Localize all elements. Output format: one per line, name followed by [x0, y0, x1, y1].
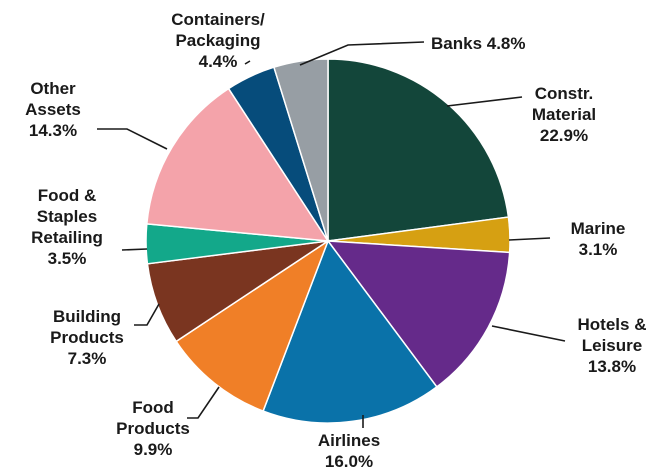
leader-line-hotels-leisure [491, 325, 566, 342]
slice-label-food-products: Food Products 9.9% [116, 398, 190, 459]
pie-slice-hotels-leisure [326, 240, 511, 388]
slice-label-food-staples-retailing: Food & Staples Retailing 3.5% [31, 186, 103, 268]
leader-line-building-products [134, 303, 160, 326]
slice-label-line: Airlines [318, 431, 380, 450]
slice-label-banks: Banks 4.8% [431, 34, 526, 53]
slice-label-containers-packaging: Containers/Packaging 4.4% [171, 10, 265, 71]
slice-label-line: Constr. [535, 84, 594, 103]
leader-line-constr-material [446, 96, 523, 107]
slice-label-line: 14.3% [29, 121, 77, 140]
leader-line-marine [508, 237, 551, 241]
slice-label-line: Marine [571, 219, 626, 238]
slice-label-constr-material: Constr. Material 22.9% [532, 84, 596, 145]
slice-label-line: Banks 4.8% [431, 34, 526, 53]
slice-label-line: 16.0% [325, 452, 373, 471]
slice-label-line: 22.9% [540, 126, 588, 145]
pie-slice-food-products [175, 239, 330, 413]
slice-label-other-assets: Other Assets 14.3% [25, 79, 81, 140]
slice-label-line: Staples [37, 207, 97, 226]
slice-label-line: Containers/ [171, 10, 265, 29]
pie-slices [145, 58, 511, 424]
slice-label-line: Products [116, 419, 190, 438]
slice-label-line: Assets [25, 100, 81, 119]
slice-label-line: Packaging [175, 31, 260, 50]
leader-line-food-products [187, 386, 220, 419]
slice-label-line: Retailing [31, 228, 103, 247]
leader-line-other-assets [97, 128, 168, 150]
slice-label-line: Food & [38, 186, 97, 205]
slice-label-line: Other [30, 79, 76, 98]
pie-slice-airlines [262, 239, 438, 424]
slice-label-line: 13.8% [588, 357, 636, 376]
slice-label-line: 3.1% [579, 240, 618, 259]
slice-label-line: 7.3% [68, 349, 107, 368]
slice-label-line: Hotels & [578, 315, 647, 334]
leader-line-containers-packaging [244, 60, 251, 65]
slice-label-line: Products [50, 328, 124, 347]
slice-label-line: Building [53, 307, 121, 326]
pie-slice-other-assets [145, 87, 330, 242]
slice-label-marine: Marine 3.1% [571, 219, 626, 259]
slice-label-airlines: Airlines 16.0% [318, 431, 380, 471]
slice-label-line: 3.5% [48, 249, 87, 268]
leader-line-food-staples-retailing [121, 248, 148, 251]
slice-label-line: Material [532, 105, 596, 124]
slice-label-line: Leisure [582, 336, 642, 355]
leader-line-banks [299, 41, 425, 66]
slice-label-line: Food [132, 398, 174, 417]
pie-labels: Constr. Material 22.9% Marine 3.1% Hotels & Le… [25, 10, 646, 471]
slice-label-hotels-leisure: Hotels & Leisure 13.8% [578, 315, 647, 376]
slice-label-line: 9.9% [134, 440, 173, 459]
slice-label-building-products: Building Products 7.3% [50, 307, 124, 368]
slice-label-line: 4.4% [199, 52, 238, 71]
pie-slice-constr-material [327, 58, 510, 242]
pie-slice-banks [273, 58, 329, 242]
